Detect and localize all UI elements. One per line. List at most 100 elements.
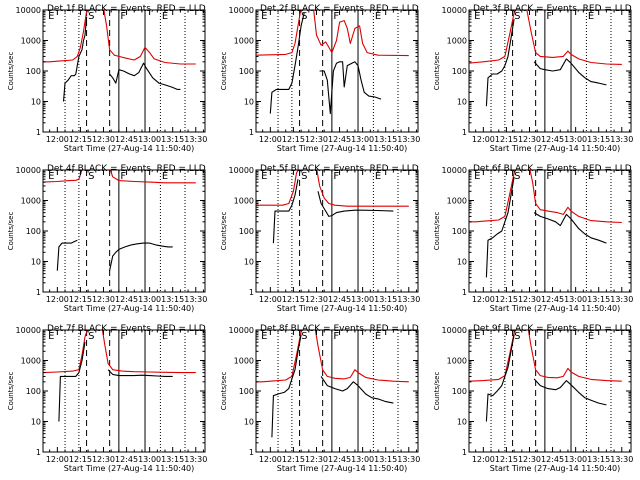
x-axis-label: Start Time (27-Aug-14 11:50:40) [490,304,621,313]
lld-series-line [469,330,622,382]
marker-label: E [474,171,480,182]
x-axis-label: Start Time (27-Aug-14 11:50:40) [490,464,621,473]
y-tick-label: 100 [452,67,467,76]
x-axis-label: Start Time (27-Aug-14 11:50:40) [277,464,408,473]
x-tick-label: 13:30 [184,295,207,304]
chart-title: Det 5f BLACK = Events, RED = LLD [260,164,419,174]
series-group [256,10,409,115]
series-group [43,170,196,271]
x-tick-label: 12:45 [115,455,138,464]
events-series-line [533,378,607,406]
x-tick-label: 13:30 [397,455,420,464]
y-tick-label: 10 [457,98,467,107]
x-tick-label: 13:00 [138,455,161,464]
y-tick-label: 1 [249,288,254,297]
marker-label: S [514,11,520,22]
x-tick-label: 13:00 [351,135,374,144]
marker-label: S [301,331,307,342]
y-tick-label: 10000 [16,166,41,175]
x-axis-label: Start Time (27-Aug-14 11:50:40) [277,144,408,153]
events-series-line [56,239,78,271]
chart-title: Det 2f BLACK = Events, RED = LLD [260,4,419,14]
marker-label: E [48,171,54,182]
y-tick-label: 100 [26,387,41,396]
chart-title: Det 6f BLACK = Events, RED = LLD [473,164,632,174]
y-tick-label: 1 [462,128,467,137]
series-group [469,170,622,278]
x-axis-label: Start Time (27-Aug-14 11:50:40) [490,144,621,153]
x-tick-label: 12:30 [518,295,541,304]
x-tick-label: 13:00 [138,135,161,144]
x-tick-label: 12:15 [282,135,305,144]
events-series-line [107,369,173,377]
events-series-line [272,179,299,244]
x-tick-label: 13:00 [564,295,587,304]
events-series-line [269,12,305,114]
marker-label: S [514,171,520,182]
x-axis-label: Start Time (27-Aug-14 11:50:40) [64,464,195,473]
marker-label: E [261,171,267,182]
y-axis-label: Counts/sec [433,52,441,91]
x-tick-label: 13:15 [587,455,610,464]
x-tick-label: 12:45 [328,295,351,304]
marker-label: E [588,11,594,22]
y-tick-label: 1000 [447,357,467,366]
y-tick-label: 10 [31,418,41,427]
y-tick-label: 10 [244,258,254,267]
series-group [256,170,409,244]
events-series-line [58,342,86,422]
x-tick-label: 12:00 [46,455,69,464]
y-tick-label: 1000 [234,37,254,46]
events-series-line [485,334,515,422]
x-tick-label: 13:15 [161,455,184,464]
x-tick-label: 12:45 [328,455,351,464]
x-tick-label: 12:30 [92,135,115,144]
series-group [43,330,196,422]
y-tick-label: 100 [239,67,254,76]
lld-series-line [469,170,622,224]
lld-series-line [43,170,196,184]
y-tick-label: 10 [457,418,467,427]
y-axis-label: Counts/sec [7,52,15,91]
marker-label: S [301,11,307,22]
x-tick-label: 13:30 [397,295,420,304]
x-tick-label: 13:30 [397,135,420,144]
marker-label: S [88,11,94,22]
marker-label: F [546,331,552,342]
x-tick-label: 13:15 [587,135,610,144]
marker-label: E [162,11,168,22]
x-tick-label: 12:15 [69,135,92,144]
chart-title: Det 7f BLACK = Events, RED = LLD [47,324,206,334]
x-tick-label: 13:15 [161,295,184,304]
marker-label: E [588,171,594,182]
x-tick-label: 13:00 [351,455,374,464]
y-tick-label: 1 [462,448,467,457]
y-tick-label: 10000 [229,166,254,175]
marker-label: E [375,11,381,22]
x-tick-label: 13:30 [610,135,633,144]
x-tick-label: 13:00 [138,295,161,304]
y-tick-label: 100 [26,67,41,76]
x-tick-label: 12:15 [69,455,92,464]
events-series-line [109,62,181,90]
marker-label: E [375,331,381,342]
lld-series-line [469,10,622,65]
x-tick-label: 12:15 [495,295,518,304]
y-tick-label: 100 [26,227,41,236]
marker-label: F [333,11,339,22]
y-tick-label: 10000 [229,6,254,15]
y-tick-label: 10000 [16,326,41,335]
marker-label: S [88,171,94,182]
y-tick-label: 100 [452,227,467,236]
lld-series-line [256,10,409,57]
x-tick-label: 12:45 [328,135,351,144]
marker-label: S [88,331,94,342]
x-tick-label: 12:00 [259,455,282,464]
lld-series-line [43,330,196,374]
events-series-line [271,334,302,438]
